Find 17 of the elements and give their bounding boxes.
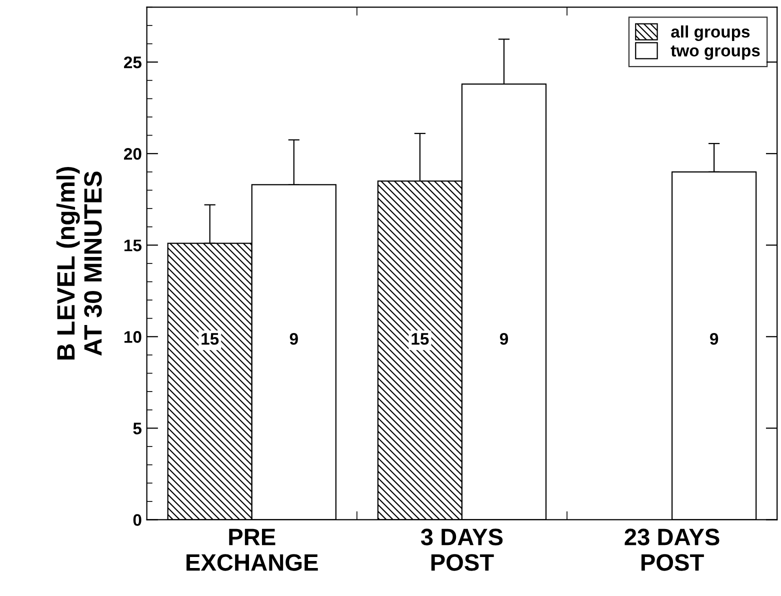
x-tick-label: 3 DAYS POST [420,528,503,571]
y-tick-label: 0 [133,514,142,526]
y-axis-title: B LEVEL (ng/ml) AT 30 MINUTES [56,166,102,360]
y-tick-label: 20 [124,148,142,160]
legend-label: all groups [671,25,750,42]
legend-label: two groups [670,45,760,60]
y-tick-label: 5 [133,422,142,434]
annotation: 9 [710,332,718,345]
x-tick-label: PRE EXCHANGE [186,528,318,571]
annotation: 9 [500,332,508,345]
y-tick-label: 10 [124,331,142,343]
annotation: 9 [290,332,298,345]
x-tick-label: 23 DAYS POST [624,528,720,571]
annotation: 15 [412,333,429,345]
y-tick-label: 25 [124,56,142,68]
annotation: 15 [202,333,219,345]
y-tick-label: 15 [124,240,142,252]
